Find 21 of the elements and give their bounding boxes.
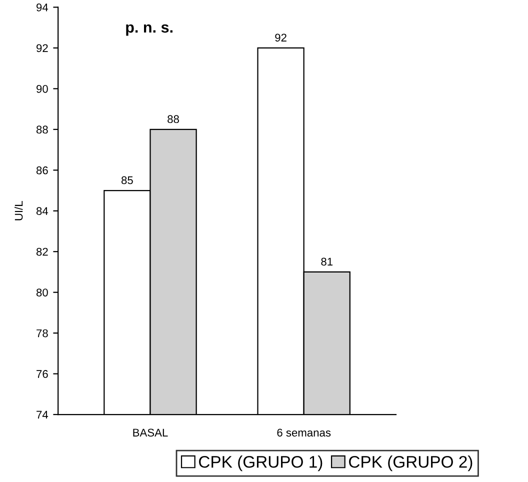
data-label: 85 [122,176,133,184]
y-tick-label: 82 [36,248,48,256]
y-tick-label: 92 [36,44,48,52]
legend-label: CPK (GRUPO 2) [349,456,472,472]
y-tick-label: 94 [36,3,48,12]
x-tick-label: 6 semanas [277,428,331,437]
data-label: 81 [321,258,333,266]
y-tick-label: 80 [36,288,48,296]
legend-label: CPK (GRUPO 1) [199,456,322,472]
y-tick-label: 86 [36,166,48,174]
text: p. n. s. [126,24,172,36]
y-axis-title: UI/L [14,201,23,220]
x-tick-label: BASAL [133,428,168,437]
data-label: 92 [275,34,286,42]
y-tick-label: 88 [36,126,48,134]
y-tick-label: 84 [36,207,48,216]
data-label: 88 [168,115,179,124]
y-tick-label: 78 [36,329,48,338]
y-tick-label: 90 [36,84,48,93]
y-tick-label: 76 [36,370,48,378]
y-tick-label: 74 [36,410,48,419]
